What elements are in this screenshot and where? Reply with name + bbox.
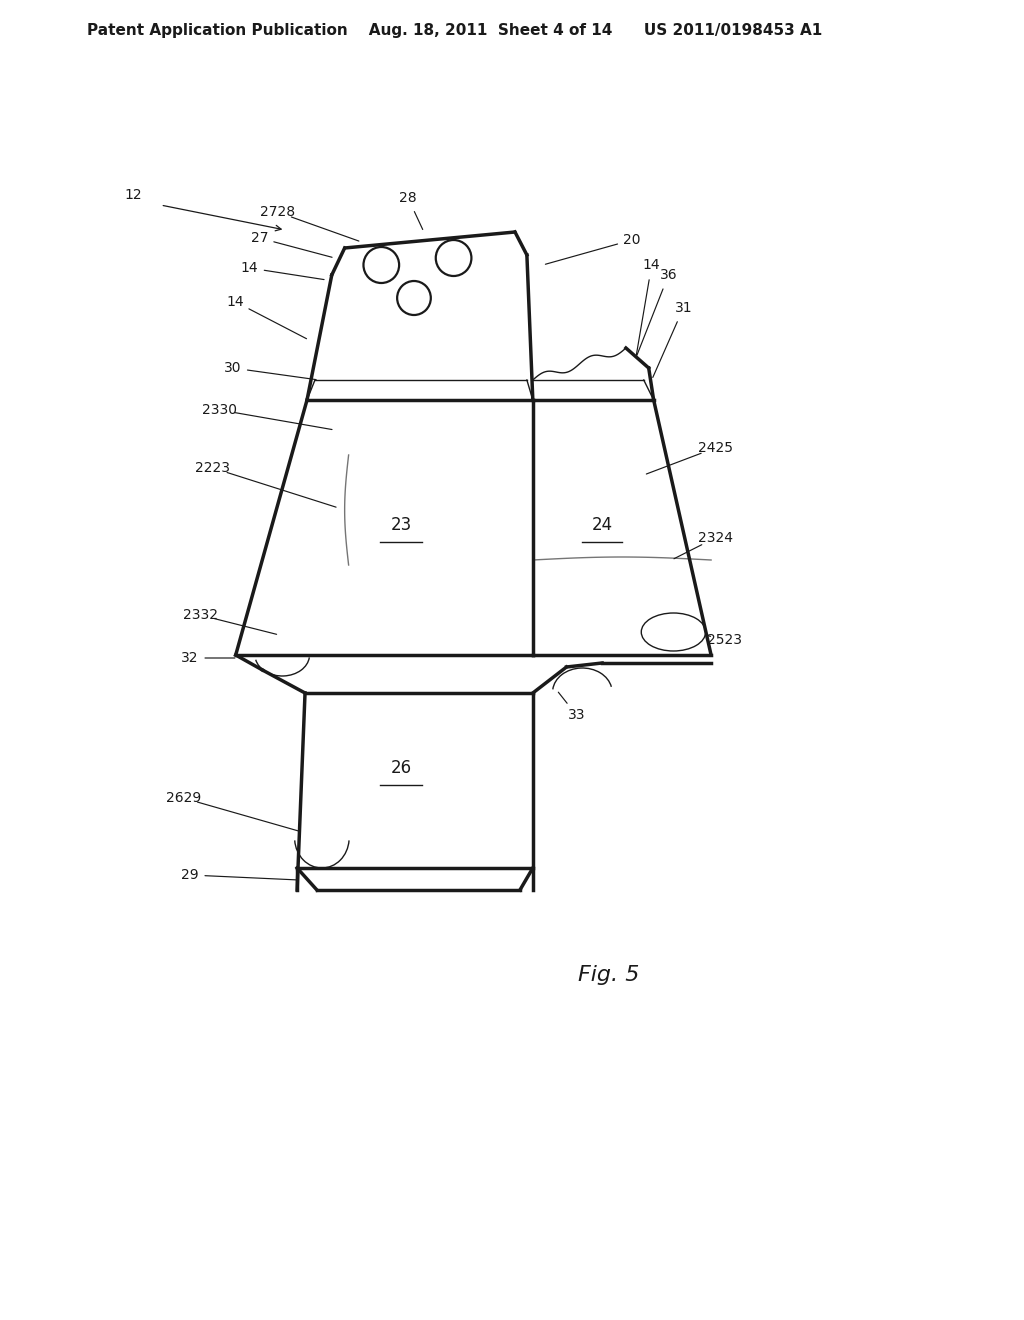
Text: 23: 23 <box>390 516 412 535</box>
Text: 14: 14 <box>241 261 258 275</box>
Text: 20: 20 <box>624 234 641 247</box>
Text: 29: 29 <box>181 869 199 882</box>
Text: 27: 27 <box>251 231 268 246</box>
Text: 2523: 2523 <box>708 634 742 647</box>
Text: 2330: 2330 <box>203 403 238 417</box>
Text: 2223: 2223 <box>196 461 230 475</box>
Text: 36: 36 <box>659 268 677 282</box>
Text: 12: 12 <box>125 187 142 202</box>
Text: Patent Application Publication    Aug. 18, 2011  Sheet 4 of 14      US 2011/0198: Patent Application Publication Aug. 18, … <box>87 22 822 38</box>
Text: 30: 30 <box>224 360 242 375</box>
Text: 28: 28 <box>399 191 417 205</box>
Text: 14: 14 <box>643 257 660 272</box>
Text: 2425: 2425 <box>697 441 732 455</box>
Text: 2728: 2728 <box>260 205 295 219</box>
Text: 26: 26 <box>390 759 412 777</box>
Text: 14: 14 <box>227 294 245 309</box>
Text: 33: 33 <box>567 708 585 722</box>
Text: 2324: 2324 <box>697 531 732 545</box>
Text: 32: 32 <box>181 651 199 665</box>
Text: 2332: 2332 <box>182 609 217 622</box>
Text: Fig. 5: Fig. 5 <box>579 965 640 985</box>
Text: 31: 31 <box>675 301 692 315</box>
Text: 24: 24 <box>592 516 612 535</box>
Text: 2629: 2629 <box>166 791 201 805</box>
